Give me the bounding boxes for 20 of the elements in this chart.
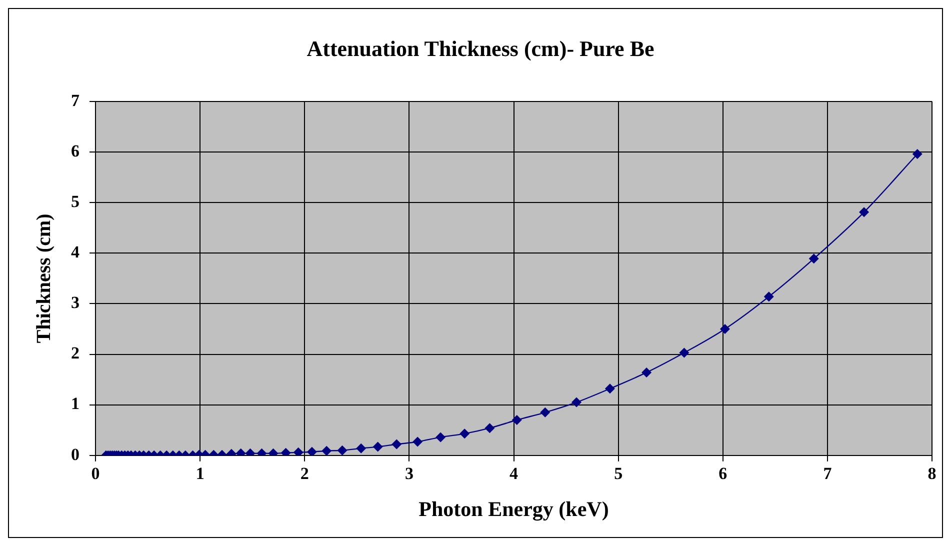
x-axis-title: Photon Energy (keV) bbox=[418, 496, 609, 521]
y-tick-label: 5 bbox=[71, 192, 80, 211]
x-tick-label: 4 bbox=[510, 464, 518, 483]
y-tick-label: 4 bbox=[71, 242, 80, 262]
y-tick-label: 1 bbox=[71, 394, 80, 414]
x-tick-label: 5 bbox=[614, 464, 623, 483]
x-tick-label: 7 bbox=[823, 464, 832, 483]
y-tick-label: 2 bbox=[71, 344, 80, 363]
y-tick-label: 6 bbox=[71, 141, 80, 160]
y-tick-label: 3 bbox=[71, 293, 80, 312]
chart-title: Attenuation Thickness (cm)- Pure Be bbox=[306, 36, 654, 61]
x-tick-label: 2 bbox=[300, 464, 309, 483]
x-tick-label: 6 bbox=[718, 464, 728, 483]
x-tick-label: 3 bbox=[404, 464, 414, 483]
y-tick-label: 7 bbox=[71, 90, 80, 110]
y-tick-label: 0 bbox=[71, 444, 80, 464]
x-tick-label: 8 bbox=[928, 464, 936, 483]
y-axis-title: Thickness (cm) bbox=[33, 214, 56, 344]
x-tick-label: 0 bbox=[91, 464, 100, 483]
x-tick-label: 1 bbox=[196, 464, 204, 483]
